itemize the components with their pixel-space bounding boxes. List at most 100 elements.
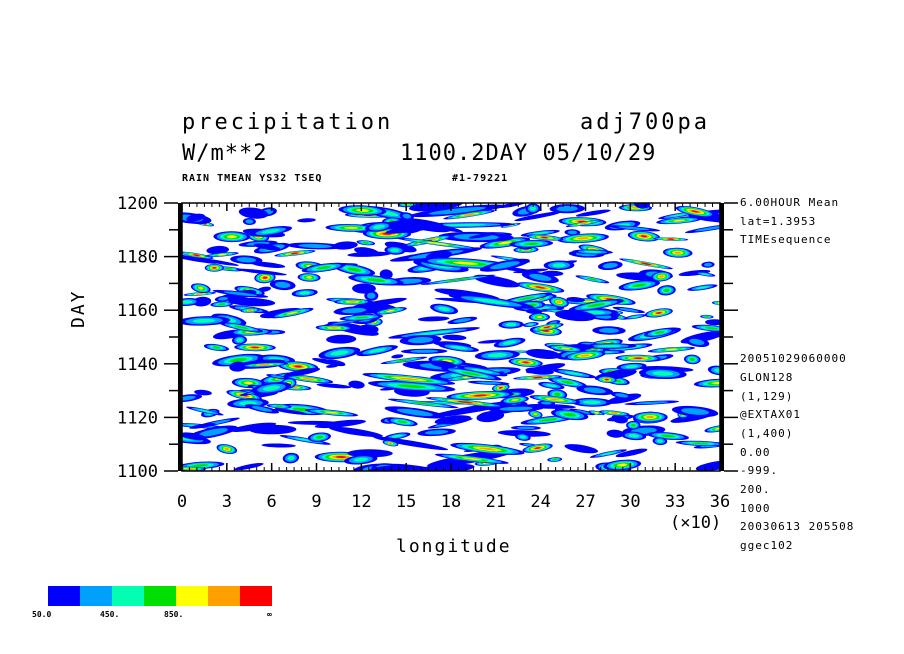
rain-cell <box>586 303 606 308</box>
rain-cell <box>678 269 711 277</box>
rain-cell <box>356 208 369 212</box>
rain-cell <box>224 447 230 451</box>
rain-cell <box>594 411 599 414</box>
rain-cell <box>714 368 720 373</box>
rain-cell <box>229 422 277 432</box>
rain-cell <box>294 365 303 368</box>
rain-cell <box>198 428 228 437</box>
rain-cell <box>391 434 403 438</box>
rain-cell <box>302 377 315 380</box>
rain-cell <box>367 292 376 299</box>
rain-cell <box>535 286 546 289</box>
variable-title: precipitation <box>182 110 394 135</box>
y-axis-label: DAY <box>68 289 89 328</box>
rain-cell <box>473 298 510 305</box>
left-bar <box>178 203 182 471</box>
rain-cell <box>250 346 260 349</box>
rain-cell <box>314 419 366 429</box>
rain-cell <box>396 408 434 417</box>
rain-cell <box>397 420 408 424</box>
rain-cell <box>414 330 454 336</box>
side-info-line: 1000 <box>740 501 771 515</box>
rain-cell <box>239 401 257 406</box>
rain-cell <box>502 340 517 345</box>
rain-cell <box>189 423 216 429</box>
rain-cell <box>663 288 670 293</box>
rain-cell <box>664 348 678 351</box>
x-tick-label: 24 <box>530 492 550 512</box>
rain-cell <box>410 349 439 353</box>
rain-cell <box>457 401 474 404</box>
rain-cell <box>555 310 596 322</box>
rain-cell <box>250 261 286 268</box>
x-tick-label: 30 <box>620 492 640 512</box>
rain-cell <box>397 384 427 389</box>
side-info-line: 20030613 205508 <box>740 520 855 534</box>
rain-cell <box>442 223 486 227</box>
rain-cell <box>610 412 618 414</box>
rain-cell <box>262 385 280 391</box>
rain-cell <box>471 368 493 374</box>
rain-cell <box>575 209 611 217</box>
rain-cell <box>396 359 412 362</box>
rain-cell <box>251 406 273 412</box>
rain-cell <box>631 206 640 209</box>
rain-cell <box>326 334 357 344</box>
rain-cell <box>705 319 720 326</box>
rain-cell <box>373 224 385 229</box>
rain-cell <box>330 350 349 356</box>
rain-cell <box>489 261 520 270</box>
rain-cell <box>692 442 709 445</box>
rain-cell <box>564 444 599 454</box>
rain-cell <box>274 405 284 408</box>
rain-cell <box>606 429 624 438</box>
side-info-line: @EXTAX01 <box>740 408 801 422</box>
rain-cell <box>487 353 507 358</box>
x-tick-label: 27 <box>575 492 595 512</box>
rain-cell <box>259 363 270 366</box>
rain-cell <box>428 400 523 418</box>
rain-cell <box>602 262 618 269</box>
right-bar <box>720 203 724 471</box>
rain-cell <box>667 238 675 240</box>
rain-cell <box>543 326 551 329</box>
rain-cell <box>599 327 619 334</box>
rain-cell <box>499 386 503 389</box>
rain-cell <box>536 315 543 319</box>
y-tick-labels: 1100 1120 1140 1160 1180 1200 <box>117 194 158 482</box>
rain-cell <box>347 267 362 272</box>
side-info-line: 6.00HOUR Mean <box>740 196 840 209</box>
time-label: 1100.2DAY 05/10/29 <box>400 141 657 166</box>
rain-cell <box>505 322 517 327</box>
rain-cell <box>398 377 420 381</box>
rain-cell <box>711 381 720 385</box>
rain-cell <box>261 443 296 448</box>
rain-cell <box>357 324 379 335</box>
rain-cell <box>691 210 700 213</box>
x-multiplier-label: (×10) <box>670 513 722 533</box>
rain-cell <box>630 315 640 318</box>
rain-cell <box>366 278 386 282</box>
rain-cell <box>617 463 628 467</box>
rain-cell <box>316 266 332 270</box>
rain-cell <box>700 273 710 276</box>
rain-cell <box>373 436 449 451</box>
rain-cell <box>379 269 393 280</box>
rain-cell <box>478 447 496 451</box>
rain-cell <box>315 435 324 439</box>
rain-cell <box>531 231 549 235</box>
rain-cell <box>290 252 299 255</box>
rain-cell <box>461 457 482 461</box>
rain-cell <box>619 308 639 312</box>
rain-cell <box>538 418 558 422</box>
y-tick-label: 1180 <box>117 248 158 268</box>
rain-cell <box>552 458 558 461</box>
rain-cell <box>654 331 665 334</box>
x-tick-label: 15 <box>396 492 416 512</box>
rain-cell <box>328 426 383 438</box>
colorbar-swatch <box>80 586 112 606</box>
colorbar-swatch <box>176 586 208 606</box>
rain-cell <box>689 357 696 362</box>
rain-cell <box>287 455 295 461</box>
rain-cell <box>453 318 472 323</box>
